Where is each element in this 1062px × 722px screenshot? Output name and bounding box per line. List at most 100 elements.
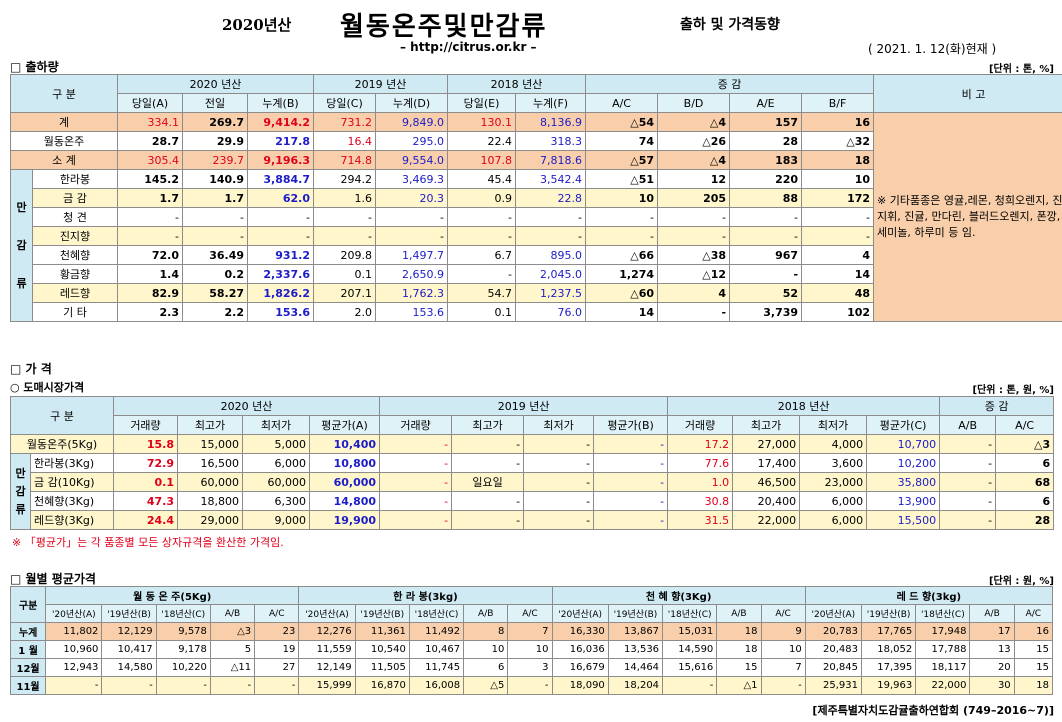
cell: 28.7 xyxy=(117,131,183,151)
wholesale-price-table: 구 분 2020 년산 2019 년산 2018 년산 증 감 거래량 최고가 … xyxy=(10,396,1055,530)
row-label: 12월 xyxy=(9,658,47,677)
header-2020: 2020 년산 xyxy=(112,396,381,416)
cell: 4,000 xyxy=(799,434,868,454)
cell: 305.4 xyxy=(117,150,183,170)
cell: 294.2 xyxy=(313,169,376,189)
cell: 18,800 xyxy=(177,491,243,511)
cell: 16,679 xyxy=(551,658,609,677)
cell: 12 xyxy=(657,169,731,189)
cell: 6,000 xyxy=(242,453,310,473)
cell: 10 xyxy=(585,188,659,208)
cell: 23 xyxy=(254,622,300,641)
cell: 12,149 xyxy=(298,658,356,677)
cell: 220 xyxy=(729,169,803,189)
cell: 15.8 xyxy=(113,434,178,454)
subheader: '19년산(B) xyxy=(354,604,410,623)
table-row: 11월 ----- 15,999 16,870 16,008 △5- 18,090 18… xyxy=(9,676,1054,695)
cell: - xyxy=(379,491,453,511)
table-row: 레드향(3Kg) 24.4 29,000 9,000 19,900 - - - … xyxy=(10,510,1055,530)
header-2020: 2020 년산 xyxy=(117,74,314,94)
cell: - xyxy=(729,264,803,284)
cell: - xyxy=(939,491,997,511)
table-row: 진지향 - - - - - - - - - - - xyxy=(10,226,1062,246)
subheader: 거래량 xyxy=(113,415,178,435)
cell: 15,000 xyxy=(177,434,243,454)
cell: 731.2 xyxy=(313,112,376,132)
cell: 9,000 xyxy=(242,510,310,530)
cell: 3,884.7 xyxy=(247,169,314,189)
table-row: 레드향 82.9 58.27 1,826.2 207.1 1,762.3 54.… xyxy=(10,283,1062,303)
cell: 130.1 xyxy=(447,112,517,132)
subheader: 최저가 xyxy=(523,415,595,435)
table-row: 월동온주(5Kg) 15.8 15,000 5,000 10,400 - - -… xyxy=(10,434,1055,454)
cell: 8 xyxy=(463,622,509,641)
cell: 15 xyxy=(1013,640,1054,659)
table-row: 계 334.1 269.7 9,414.2 731.2 9,849.0 130.… xyxy=(10,112,1062,322)
cell: - xyxy=(247,226,314,246)
cell: 11,745 xyxy=(408,658,465,677)
cell: 10,700 xyxy=(866,434,941,454)
subheader: 당일(C) xyxy=(313,93,376,113)
cell: 29,000 xyxy=(177,510,243,530)
subheader: 전일 xyxy=(182,93,248,113)
group-header: 월 동 온 주(5Kg) xyxy=(45,586,300,605)
cell: 19,963 xyxy=(860,676,917,695)
cell: 72.0 xyxy=(117,245,183,265)
row-label: 청 견 xyxy=(32,207,118,227)
cell: 16,330 xyxy=(551,622,609,641)
price-footnote: ※ 「평균가」는 각 품종별 모든 상자규격을 환산한 가격임. xyxy=(12,536,284,549)
cell: 27,000 xyxy=(732,434,801,454)
subheader: 누계(F) xyxy=(515,93,587,113)
cell: - xyxy=(523,472,595,492)
cell: 1,762.3 xyxy=(374,283,449,303)
price-section-title: □ 가 격 xyxy=(10,362,52,376)
row-label: 한라봉(3Kg) xyxy=(30,453,114,473)
cell: △3 xyxy=(995,434,1055,454)
cell: 31.5 xyxy=(667,510,734,530)
side-label-text: 만감류 xyxy=(15,466,26,516)
cell: 14,580 xyxy=(101,658,157,677)
cell: 10 xyxy=(463,640,509,659)
row-label: 레드향 xyxy=(32,283,118,303)
cell: 17,788 xyxy=(915,640,971,659)
cell: 895.0 xyxy=(515,245,587,265)
cell: 9 xyxy=(760,622,806,641)
header-gubun: 구분 xyxy=(9,586,47,623)
subheader: 당일(E) xyxy=(447,93,517,113)
cell: 14 xyxy=(801,264,875,284)
cell: 4 xyxy=(657,283,731,303)
cell: △4 xyxy=(657,150,731,170)
cell: 1.7 xyxy=(182,188,248,208)
cell: - xyxy=(657,207,731,227)
monthly-unit: [단위 : 원, %] xyxy=(988,576,1054,587)
table-row: 월동온주 28.7 29.9 217.8 16.4 295.0 22.4 318… xyxy=(10,131,1062,151)
cell: 12,276 xyxy=(298,622,356,641)
price-unit: [단위 : 톤, 원, %] xyxy=(972,385,1054,396)
cell: 28 xyxy=(729,131,803,151)
row-label: 기 타 xyxy=(32,302,118,322)
cell: - xyxy=(515,207,587,227)
cell: - xyxy=(101,676,157,695)
cell: 14,590 xyxy=(662,640,718,659)
cell: - xyxy=(447,226,517,246)
site-url[interactable]: – http://citrus.or.kr – xyxy=(400,40,537,54)
cell: - xyxy=(451,453,525,473)
cell: 17,948 xyxy=(915,622,971,641)
subheader: 평균가(A) xyxy=(308,415,381,435)
cell: - xyxy=(657,302,731,322)
cell: 6 xyxy=(995,453,1055,473)
row-label: 금 감(10Kg) xyxy=(30,472,114,492)
cell: 11,492 xyxy=(408,622,465,641)
cell: 2,045.0 xyxy=(515,264,587,284)
cell: 239.7 xyxy=(182,150,248,170)
table-row: 소 계 305.4 239.7 9,196.3 714.8 9,554.0 10… xyxy=(10,150,1062,170)
subheader: A/B xyxy=(463,604,509,623)
subheader: '19년산(B) xyxy=(860,604,917,623)
cell: 18,052 xyxy=(860,640,917,659)
subheader: A/C xyxy=(760,604,806,623)
cell: 22.8 xyxy=(515,188,587,208)
cell: 54.7 xyxy=(447,283,517,303)
cell: △11 xyxy=(209,658,256,677)
cell: 153.6 xyxy=(374,302,449,322)
cell: 35,800 xyxy=(866,472,941,492)
